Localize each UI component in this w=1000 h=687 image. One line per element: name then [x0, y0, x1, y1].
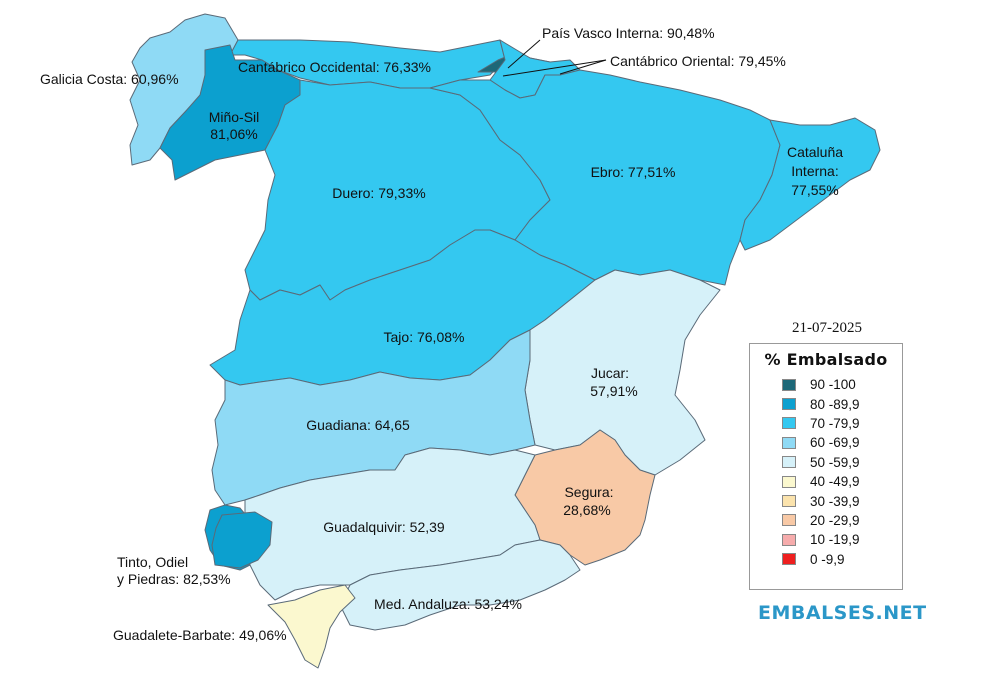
- legend-range-label: 30 -39,9: [810, 493, 860, 509]
- legend-rows: 90 -100 80 -89,9 70 -79,9 60 -69,9 50 -59,9 4…: [750, 375, 902, 569]
- legend-swatch: [782, 553, 796, 566]
- legend-swatch: [782, 398, 796, 411]
- legend-item: 90 -100: [750, 375, 902, 394]
- region-guadalete-barbate[interactable]: [267, 584, 356, 669]
- legend-item: 20 -29,9: [750, 511, 902, 530]
- legend-swatch: [782, 495, 796, 508]
- legend-range-label: 50 -59,9: [810, 454, 860, 470]
- legend-swatch: [782, 514, 796, 527]
- label-tinto-name: Tinto, Odiel: [117, 554, 188, 570]
- legend-swatch: [782, 436, 796, 449]
- legend-item: 10 -19,9: [750, 530, 902, 549]
- label-mino-sil-name: Miño-Sil: [209, 109, 260, 125]
- label-segura-value: 28,68%: [563, 502, 610, 518]
- region-mediterranea-andaluza[interactable]: [339, 539, 581, 631]
- legend-swatch: [782, 417, 796, 430]
- legend-title: % Embalsado: [764, 350, 888, 369]
- legend-range-label: 90 -100: [810, 377, 856, 393]
- legend-range-label: 0 -9,9: [810, 551, 845, 567]
- legend-range-label: 70 -79,9: [810, 415, 860, 431]
- label-cantabrico-oriental: Cantábrico Oriental: 79,45%: [610, 53, 786, 69]
- legend-item: 30 -39,9: [750, 491, 902, 510]
- label-mediterranea-andaluza: Med. Andaluza: 53,24%: [374, 596, 522, 612]
- legend-swatch: [782, 475, 796, 488]
- label-guadalete-barbate: Guadalete-Barbate: 49,06%: [113, 627, 287, 643]
- brand-logo[interactable]: EMBALSES.NET: [752, 598, 926, 628]
- label-mino-sil-value: 81,06%: [210, 126, 257, 142]
- legend-range-label: 40 -49,9: [810, 474, 860, 490]
- leader-line-cantabrico-oriental-a: [502, 59, 607, 77]
- map-date: 21-07-2025: [792, 320, 862, 336]
- legend-swatch: [782, 533, 796, 546]
- legend-item: 40 -49,9: [750, 472, 902, 491]
- legend-range-label: 10 -19,9: [810, 532, 860, 548]
- region-guadalquivir[interactable]: [239, 447, 541, 601]
- legend-item: 0 -9,9: [750, 550, 902, 569]
- legend-item: 60 -69,9: [750, 433, 902, 452]
- legend-item: 50 -59,9: [750, 453, 902, 472]
- label-cataluna-interna: Interna:: [791, 163, 838, 179]
- label-cantabrico-occidental: Cantábrico Occidental: 76,33%: [238, 59, 431, 75]
- label-guadiana: Guadiana: 64,65: [306, 417, 410, 433]
- legend-range-label: 80 -89,9: [810, 396, 860, 412]
- brand-name: EMBALSES.NET: [758, 602, 927, 624]
- region-tinto-odiel-piedras-core[interactable]: [211, 511, 273, 569]
- label-jucar-name: Jucar:: [591, 365, 629, 381]
- label-ebro: Ebro: 77,51%: [591, 164, 676, 180]
- label-tinto-value: y Piedras: 82,53%: [117, 571, 231, 587]
- label-pais-vasco-interna: País Vasco Interna: 90,48%: [542, 25, 715, 41]
- leader-line-pais-vasco: [507, 39, 541, 69]
- legend-item: 70 -79,9: [750, 414, 902, 433]
- legend-swatch: [782, 456, 796, 469]
- label-cataluna-value: 77,55%: [791, 182, 838, 198]
- leader-line-cantabrico-oriental-b: [559, 59, 607, 75]
- legend-swatch: [782, 378, 796, 391]
- region-mino-sil[interactable]: [159, 44, 301, 181]
- label-cataluna-name: Cataluña: [787, 144, 843, 160]
- legend-range-label: 20 -29,9: [810, 512, 860, 528]
- label-duero: Duero: 79,33%: [332, 185, 425, 201]
- legend-range-label: 60 -69,9: [810, 435, 860, 451]
- label-guadalquivir: Guadalquivir: 52,39: [323, 519, 445, 535]
- label-galicia-costa: Galicia Costa: 60,96%: [40, 71, 179, 87]
- legend-item: 80 -89,9: [750, 394, 902, 413]
- label-tajo: Tajo: 76,08%: [384, 329, 465, 345]
- legend: % Embalsado 90 -100 80 -89,9 70 -79,9 60 -6…: [749, 343, 903, 590]
- region-cataluna-interna[interactable]: [739, 117, 881, 251]
- label-segura-name: Segura:: [564, 484, 613, 500]
- label-jucar-value: 57,91%: [590, 383, 637, 399]
